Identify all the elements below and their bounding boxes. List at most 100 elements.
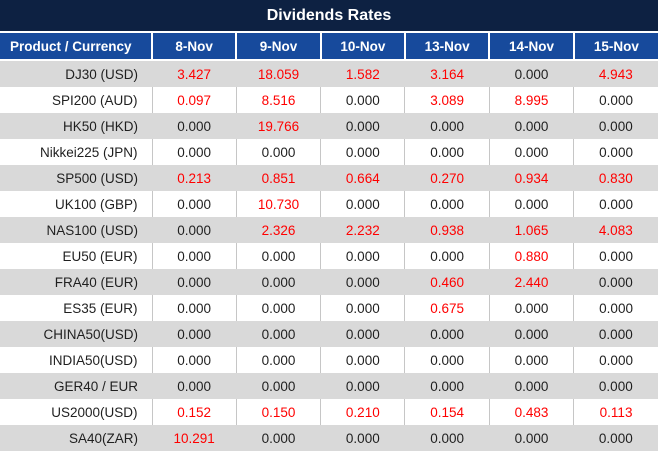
date-column-header: 8-Nov	[150, 33, 237, 61]
value-cell: 0.154	[404, 399, 490, 425]
value-cell: 0.000	[489, 321, 574, 347]
table-row: ES35 (EUR) 0.000 0.000 0.000 0.675 0.000 0.000	[0, 295, 658, 321]
value-cell: 0.000	[573, 373, 658, 399]
value-cell: 0.000	[488, 139, 574, 165]
value-cell: 0.000	[488, 347, 574, 373]
product-currency-header: Product / Currency	[0, 33, 152, 61]
value-cell: 10.730	[235, 191, 321, 217]
value-cell: 0.000	[236, 321, 321, 347]
value-cell: 0.000	[573, 321, 658, 347]
value-cell: 0.938	[404, 217, 490, 243]
value-cell: 0.000	[320, 347, 405, 373]
product-cell: FRA40 (EUR)	[0, 269, 152, 295]
value-cell: 0.270	[404, 165, 490, 191]
table-row: HK50 (HKD) 0.000 19.766 0.000 0.000 0.000 0.00…	[0, 113, 658, 139]
value-cell: 0.000	[573, 347, 658, 373]
date-column-header: 15-Nov	[572, 33, 658, 61]
value-cell: 0.000	[489, 60, 574, 87]
value-cell: 0.460	[404, 269, 490, 295]
value-cell: 3.164	[404, 60, 490, 87]
table-row: INDIA50(USD) 0.000 0.000 0.000 0.000 0.000 0.0…	[0, 347, 658, 373]
value-cell: 2.326	[236, 217, 321, 243]
value-cell: 19.766	[236, 113, 321, 139]
value-cell: 0.000	[488, 191, 574, 217]
value-cell: 10.291	[152, 425, 237, 451]
value-cell: 0.000	[151, 295, 237, 321]
product-cell: SPI200 (AUD)	[0, 87, 152, 113]
value-cell: 0.830	[573, 165, 658, 191]
table-row: EU50 (EUR) 0.000 0.000 0.000 0.000 0.880 0.000	[0, 243, 658, 269]
value-cell: 0.880	[488, 243, 574, 269]
value-cell: 0.000	[320, 321, 405, 347]
value-cell: 0.000	[235, 347, 321, 373]
dividends-table: Product / Currency 8-Nov 9-Nov 10-Nov 13-Nov…	[0, 33, 658, 451]
value-cell: 0.851	[236, 165, 321, 191]
value-cell: 0.000	[573, 139, 658, 165]
product-cell: EU50 (EUR)	[0, 243, 152, 269]
value-cell: 0.000	[152, 269, 237, 295]
value-cell: 0.000	[489, 373, 574, 399]
value-cell: 0.000	[320, 373, 405, 399]
product-cell: UK100 (GBP)	[0, 191, 152, 217]
value-cell: 0.000	[404, 243, 490, 269]
date-column-header: 13-Nov	[403, 33, 490, 61]
value-cell: 8.516	[235, 87, 321, 113]
table-row: SP500 (USD) 0.213 0.851 0.664 0.270 0.934 0.83…	[0, 165, 658, 191]
product-cell: ES35 (EUR)	[0, 295, 152, 321]
product-cell: HK50 (HKD)	[0, 113, 152, 139]
table-row: GER40 / EUR 0.000 0.000 0.000 0.000 0.000 0.00…	[0, 373, 658, 399]
value-cell: 2.232	[320, 217, 405, 243]
value-cell: 0.000	[404, 191, 490, 217]
value-cell: 0.000	[404, 373, 490, 399]
table-row: DJ30 (USD) 3.427 18.059 1.582 3.164 0.000 4.94…	[0, 60, 658, 87]
value-cell: 0.113	[573, 399, 658, 425]
date-column-header: 14-Nov	[488, 33, 574, 61]
value-cell: 0.000	[320, 87, 405, 113]
value-cell: 0.000	[151, 139, 237, 165]
value-cell: 0.000	[152, 113, 237, 139]
value-cell: 1.065	[489, 217, 574, 243]
value-cell: 0.000	[573, 87, 658, 113]
value-cell: 0.000	[488, 295, 574, 321]
table-row: UK100 (GBP) 0.000 10.730 0.000 0.000 0.000 0.0…	[0, 191, 658, 217]
value-cell: 0.000	[235, 243, 321, 269]
value-cell: 0.000	[236, 425, 321, 451]
product-cell: Nikkei225 (JPN)	[0, 139, 152, 165]
table-row: NAS100 (USD) 0.000 2.326 2.232 0.938 1.065 4.0…	[0, 217, 658, 243]
value-cell: 0.934	[489, 165, 574, 191]
value-cell: 18.059	[236, 60, 321, 87]
value-cell: 0.000	[151, 243, 237, 269]
value-cell: 0.000	[489, 425, 574, 451]
value-cell: 0.097	[151, 87, 237, 113]
value-cell: 0.213	[152, 165, 237, 191]
value-cell: 0.000	[573, 113, 658, 139]
value-cell: 0.483	[488, 399, 574, 425]
value-cell: 4.083	[573, 217, 658, 243]
product-cell: GER40 / EUR	[0, 373, 152, 399]
value-cell: 0.000	[320, 113, 405, 139]
value-cell: 2.440	[489, 269, 574, 295]
value-cell: 0.000	[151, 347, 237, 373]
table-row: CHINA50(USD) 0.000 0.000 0.000 0.000 0.000 0.0…	[0, 321, 658, 347]
value-cell: 1.582	[320, 60, 405, 87]
value-cell: 0.000	[489, 113, 574, 139]
product-cell: NAS100 (USD)	[0, 217, 152, 243]
table-header-row: Product / Currency 8-Nov 9-Nov 10-Nov 13-Nov…	[0, 33, 658, 61]
value-cell: 0.675	[404, 295, 490, 321]
value-cell: 0.000	[320, 243, 405, 269]
value-cell: 0.000	[573, 243, 658, 269]
product-cell: INDIA50(USD)	[0, 347, 152, 373]
product-cell: CHINA50(USD)	[0, 321, 152, 347]
value-cell: 0.000	[151, 191, 237, 217]
value-cell: 3.427	[152, 60, 237, 87]
value-cell: 0.000	[404, 321, 490, 347]
product-cell: SA40(ZAR)	[0, 425, 152, 451]
value-cell: 0.000	[404, 113, 490, 139]
product-cell: SP500 (USD)	[0, 165, 152, 191]
value-cell: 0.000	[573, 269, 658, 295]
table-row: SA40(ZAR) 10.291 0.000 0.000 0.000 0.000 0.000	[0, 425, 658, 451]
product-cell: US2000(USD)	[0, 399, 152, 425]
value-cell: 0.000	[320, 425, 405, 451]
table-title: Dividends Rates	[0, 0, 658, 33]
